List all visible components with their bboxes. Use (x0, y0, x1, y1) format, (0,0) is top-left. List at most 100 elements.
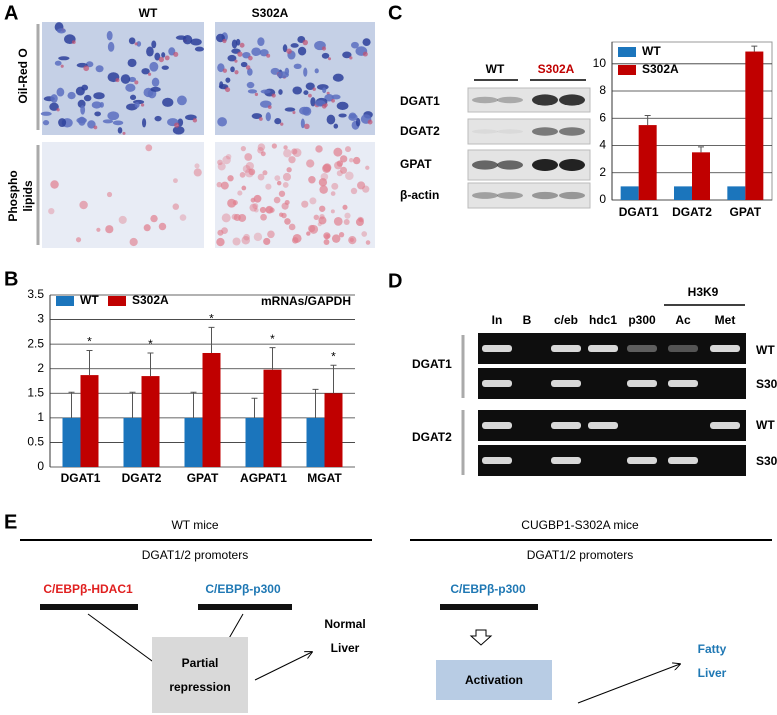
y-tick-label: 2 (599, 165, 606, 179)
lane-label: Met (715, 313, 736, 327)
lipid-stain (306, 231, 311, 236)
row-label: S302A (756, 454, 777, 468)
band (497, 129, 523, 134)
lipid-droplet (280, 122, 284, 126)
band (472, 129, 498, 134)
lipid-stain (96, 227, 101, 232)
promoter-label: DGAT1/2 promoters (527, 548, 633, 562)
lipid-stain (306, 159, 315, 168)
lipid-droplet (192, 118, 198, 123)
lane-label: c/eb (554, 313, 578, 327)
bar (324, 393, 343, 467)
lipid-stain (254, 207, 259, 213)
lipid-droplet (286, 48, 292, 54)
lipid-stain (288, 223, 296, 231)
lipid-droplet (71, 40, 76, 45)
nucleus (112, 120, 124, 126)
nucleus (129, 94, 137, 101)
y-tick-label: 3 (37, 312, 44, 326)
nucleus (134, 101, 140, 108)
lipid-stain (217, 159, 223, 166)
micrograph (215, 22, 375, 135)
nucleus (58, 118, 67, 128)
bar (674, 186, 692, 200)
lipid-droplet (312, 87, 316, 91)
lipid-stain (338, 232, 345, 238)
lipid-droplet (93, 125, 98, 130)
nucleus (251, 113, 263, 119)
lipid-stain (349, 237, 354, 242)
nucleus (42, 120, 50, 126)
panel-label: B (4, 268, 18, 290)
lipid-droplet (248, 55, 253, 61)
lipid-stain (283, 145, 288, 150)
significance-mark: * (87, 335, 92, 349)
lipid-stain (361, 231, 368, 237)
bar (123, 417, 142, 467)
lipid-stain (292, 233, 302, 243)
lipid-stain (217, 162, 226, 171)
nucleus (50, 94, 58, 103)
nucleus (310, 97, 316, 107)
nucleus (331, 94, 341, 100)
nucleus (314, 68, 319, 74)
lipid-droplet (164, 55, 170, 61)
band (668, 457, 698, 464)
nucleus (172, 125, 185, 135)
nucleus (136, 41, 142, 47)
row-label: DGAT2 (400, 124, 440, 138)
lipid-stain (309, 224, 319, 234)
nucleus (240, 61, 248, 68)
lipid-stain (274, 175, 281, 181)
nucleus (176, 95, 187, 106)
outcome-box (436, 660, 552, 700)
lipid-stain (330, 191, 336, 196)
lipid-droplet (222, 68, 228, 73)
lipid-stain (105, 225, 114, 234)
nucleus (257, 37, 265, 47)
lipid-droplet (115, 78, 120, 83)
lipid-droplet (258, 117, 263, 121)
legend-swatch (618, 65, 636, 75)
lipid-droplet (222, 38, 227, 44)
band (559, 94, 585, 106)
factor-label: C/EBPβ-HDAC1 (43, 582, 133, 596)
nucleus (336, 101, 349, 110)
lipid-stain (281, 202, 289, 210)
nucleus (303, 90, 309, 95)
nucleus (95, 65, 104, 73)
lipid-stain (278, 190, 286, 197)
lipid-stain (365, 165, 370, 170)
bar (62, 417, 81, 467)
band (482, 345, 512, 352)
lane-label: hdc1 (589, 313, 617, 327)
y-tick-label: 6 (599, 110, 606, 124)
band (497, 192, 523, 199)
error-bar (330, 364, 337, 394)
nucleus (332, 73, 344, 82)
factor-label: C/EBPβ-p300 (450, 582, 526, 596)
row-label: WT (756, 418, 775, 432)
lipid-stain (244, 153, 253, 161)
lipid-stain (220, 181, 229, 190)
y-tick-label: 10 (593, 56, 607, 70)
outcome-box (152, 637, 248, 713)
lipid-stain (333, 217, 343, 226)
lipid-stain (48, 207, 55, 215)
row-label: GPAT (400, 157, 432, 171)
error-bar (751, 45, 758, 52)
lipid-stain (315, 145, 323, 153)
lipid-stain (267, 230, 275, 239)
lipid-stain (262, 170, 268, 176)
lipid-stain (252, 203, 259, 209)
lane-label: p300 (628, 313, 656, 327)
x-tick-label: GPAT (187, 471, 219, 485)
nucleus (338, 113, 347, 118)
band (532, 191, 558, 200)
error-bar (644, 115, 651, 126)
band (551, 422, 581, 429)
western-blot (467, 87, 591, 209)
lipid-stain (245, 161, 254, 171)
bar (263, 369, 282, 467)
y-tick-label: 2.5 (27, 336, 44, 350)
